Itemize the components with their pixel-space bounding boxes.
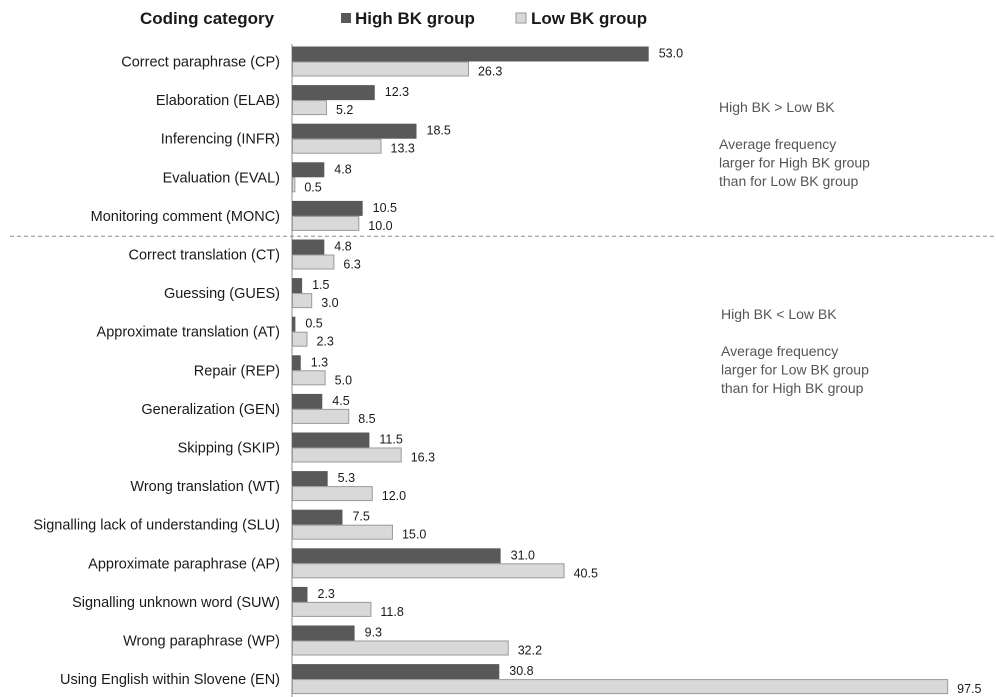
value-label-low: 32.2	[518, 644, 542, 658]
category-label: Correct translation (CT)	[129, 248, 280, 264]
bar-high	[292, 123, 417, 139]
bar-low	[292, 370, 326, 386]
category-label: Approximate paraphrase (AP)	[88, 556, 280, 572]
category-label: Correct paraphrase (CP)	[121, 55, 280, 71]
value-label-low: 12.0	[382, 489, 406, 503]
value-label-low: 5.2	[336, 103, 353, 117]
bar-high	[292, 664, 500, 680]
category-label: Elaboration (ELAB)	[156, 93, 280, 109]
bar-high	[292, 46, 649, 62]
bar-low	[292, 100, 327, 116]
value-label-low: 8.5	[358, 412, 375, 426]
bar-low	[292, 563, 565, 579]
bar-low	[292, 215, 360, 231]
annotation-line: Average frequency	[721, 343, 838, 359]
bar-low	[292, 254, 335, 270]
category-label: Wrong translation (WT)	[130, 479, 280, 495]
bar-high	[292, 278, 303, 294]
bar-low	[292, 486, 373, 502]
value-label-low: 11.8	[380, 605, 403, 619]
legend-swatch-low	[515, 12, 527, 24]
category-label: Guessing (GUES)	[164, 286, 280, 302]
annotation-line: High BK < Low BK	[721, 306, 837, 322]
bar-high	[292, 471, 328, 487]
bar-high	[292, 355, 301, 371]
value-label-high: 30.8	[509, 664, 533, 678]
category-label: Evaluation (EVAL)	[163, 170, 280, 186]
bar-low	[292, 447, 402, 463]
annotation-line: larger for High BK group	[719, 155, 870, 171]
value-label-high: 12.3	[385, 85, 409, 99]
value-label-low: 0.5	[304, 180, 321, 194]
annotation-line: Average frequency	[719, 136, 836, 152]
value-label-high: 4.8	[334, 240, 351, 254]
value-label-high: 1.3	[311, 355, 328, 369]
legend-label-low: Low BK group	[531, 9, 647, 28]
bar-high	[292, 85, 375, 101]
value-label-high: 9.3	[365, 626, 382, 640]
bar-low	[292, 61, 469, 77]
category-label: Using English within Slovene (EN)	[60, 672, 280, 688]
bar-high	[292, 239, 325, 255]
value-label-high: 11.5	[379, 433, 402, 447]
value-label-low: 2.3	[316, 335, 333, 349]
category-label: Repair (REP)	[194, 363, 280, 379]
bar-high	[292, 432, 370, 448]
bar-low	[292, 177, 296, 193]
category-label: Approximate translation (AT)	[97, 325, 280, 341]
value-label-high: 0.5	[305, 317, 322, 331]
bar-low	[292, 138, 382, 154]
bar-low	[292, 640, 509, 656]
category-label: Skipping (SKIP)	[178, 441, 280, 457]
value-label-high: 31.0	[511, 548, 535, 562]
value-label-low: 16.3	[411, 451, 435, 465]
value-label-low: 6.3	[343, 258, 360, 272]
bar-low	[292, 293, 313, 309]
category-label: Generalization (GEN)	[141, 402, 280, 418]
value-label-high: 18.5	[427, 124, 451, 138]
value-label-low: 26.3	[478, 65, 502, 79]
bar-low	[292, 601, 372, 617]
category-label: Monitoring comment (MONC)	[91, 209, 280, 225]
value-label-high: 53.0	[659, 47, 683, 61]
bar-low	[292, 524, 393, 540]
value-label-high: 4.8	[334, 162, 351, 176]
column-header: Coding category	[140, 9, 275, 28]
annotation-line: larger for Low BK group	[721, 362, 869, 378]
annotation-line: than for High BK group	[721, 380, 864, 396]
value-label-low: 3.0	[321, 296, 338, 310]
value-label-low: 13.3	[391, 142, 415, 156]
value-label-high: 1.5	[312, 278, 329, 292]
bar-low	[292, 408, 350, 424]
category-label: Signalling lack of understanding (SLU)	[33, 518, 280, 534]
category-label: Inferencing (INFR)	[161, 132, 280, 148]
annotation-line: High BK > Low BK	[719, 99, 835, 115]
bar-low	[292, 331, 308, 347]
bar-low	[292, 679, 949, 695]
category-label: Wrong paraphrase (WP)	[123, 634, 280, 650]
value-label-low: 15.0	[402, 528, 426, 542]
bar-high	[292, 548, 501, 564]
bar-high	[292, 316, 296, 332]
bar-high	[292, 393, 323, 409]
annotation-line: than for Low BK group	[719, 173, 859, 189]
bar-high	[292, 625, 355, 641]
bar-high	[292, 586, 308, 602]
value-label-low: 5.0	[335, 373, 352, 387]
value-label-low: 97.5	[957, 682, 981, 696]
legend-swatch-high	[341, 13, 351, 23]
bar-high	[292, 509, 343, 525]
bar-high	[292, 200, 363, 216]
value-label-high: 10.5	[373, 201, 397, 215]
value-label-low: 10.0	[368, 219, 392, 233]
value-label-high: 2.3	[317, 587, 334, 601]
value-label-high: 5.3	[338, 471, 355, 485]
category-label: Signalling unknown word (SUW)	[72, 595, 280, 611]
value-label-high: 4.5	[332, 394, 349, 408]
legend-label-high: High BK group	[355, 9, 475, 28]
bar-high	[292, 162, 325, 178]
value-label-high: 7.5	[352, 510, 369, 524]
value-label-low: 40.5	[574, 566, 598, 580]
